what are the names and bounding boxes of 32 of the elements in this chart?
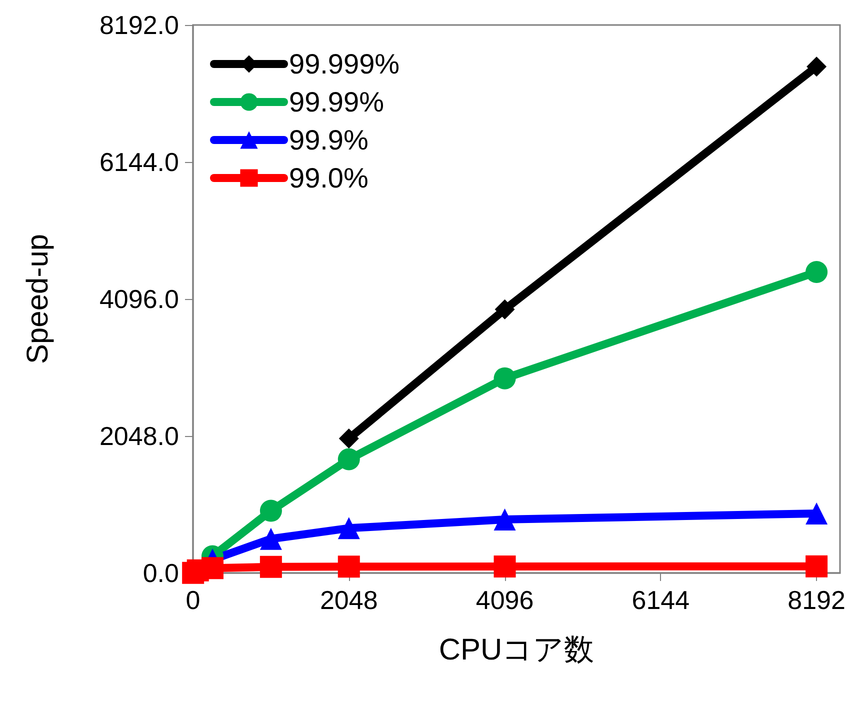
y-tick-label: 8192.0: [99, 10, 179, 40]
y-tick-label: 2048.0: [99, 421, 179, 451]
point: [260, 528, 282, 550]
x-tick-label: 8192: [788, 585, 846, 615]
point: [338, 428, 359, 449]
point: [260, 556, 282, 578]
y-tick-label: 4096.0: [99, 284, 179, 314]
x-tick-label: 4096: [476, 585, 534, 615]
point: [338, 556, 360, 578]
y-axis-title: Speed-up: [22, 234, 54, 364]
point: [806, 555, 828, 578]
point: [338, 517, 360, 540]
point: [806, 56, 827, 77]
legend-label: 99.999%: [289, 48, 400, 80]
x-tick-label: 6144: [632, 585, 690, 615]
legend-label: 99.0%: [289, 162, 368, 194]
x-tick-label: 0: [186, 585, 200, 615]
x-tick-label: 2048: [320, 585, 378, 615]
point: [201, 557, 224, 580]
y-tick-label: 0.0: [142, 558, 179, 588]
point: [494, 299, 515, 320]
point: [494, 555, 516, 578]
point: [806, 502, 828, 524]
point: [494, 508, 516, 530]
x-axis-title: CPUコア数: [438, 634, 594, 666]
point: [338, 448, 360, 470]
point: [260, 500, 282, 522]
legend-label: 99.9%: [289, 124, 368, 156]
y-tick-label: 6144.0: [99, 147, 179, 177]
legend-label: 99.99%: [289, 86, 384, 118]
point: [494, 367, 516, 390]
point: [806, 260, 828, 283]
